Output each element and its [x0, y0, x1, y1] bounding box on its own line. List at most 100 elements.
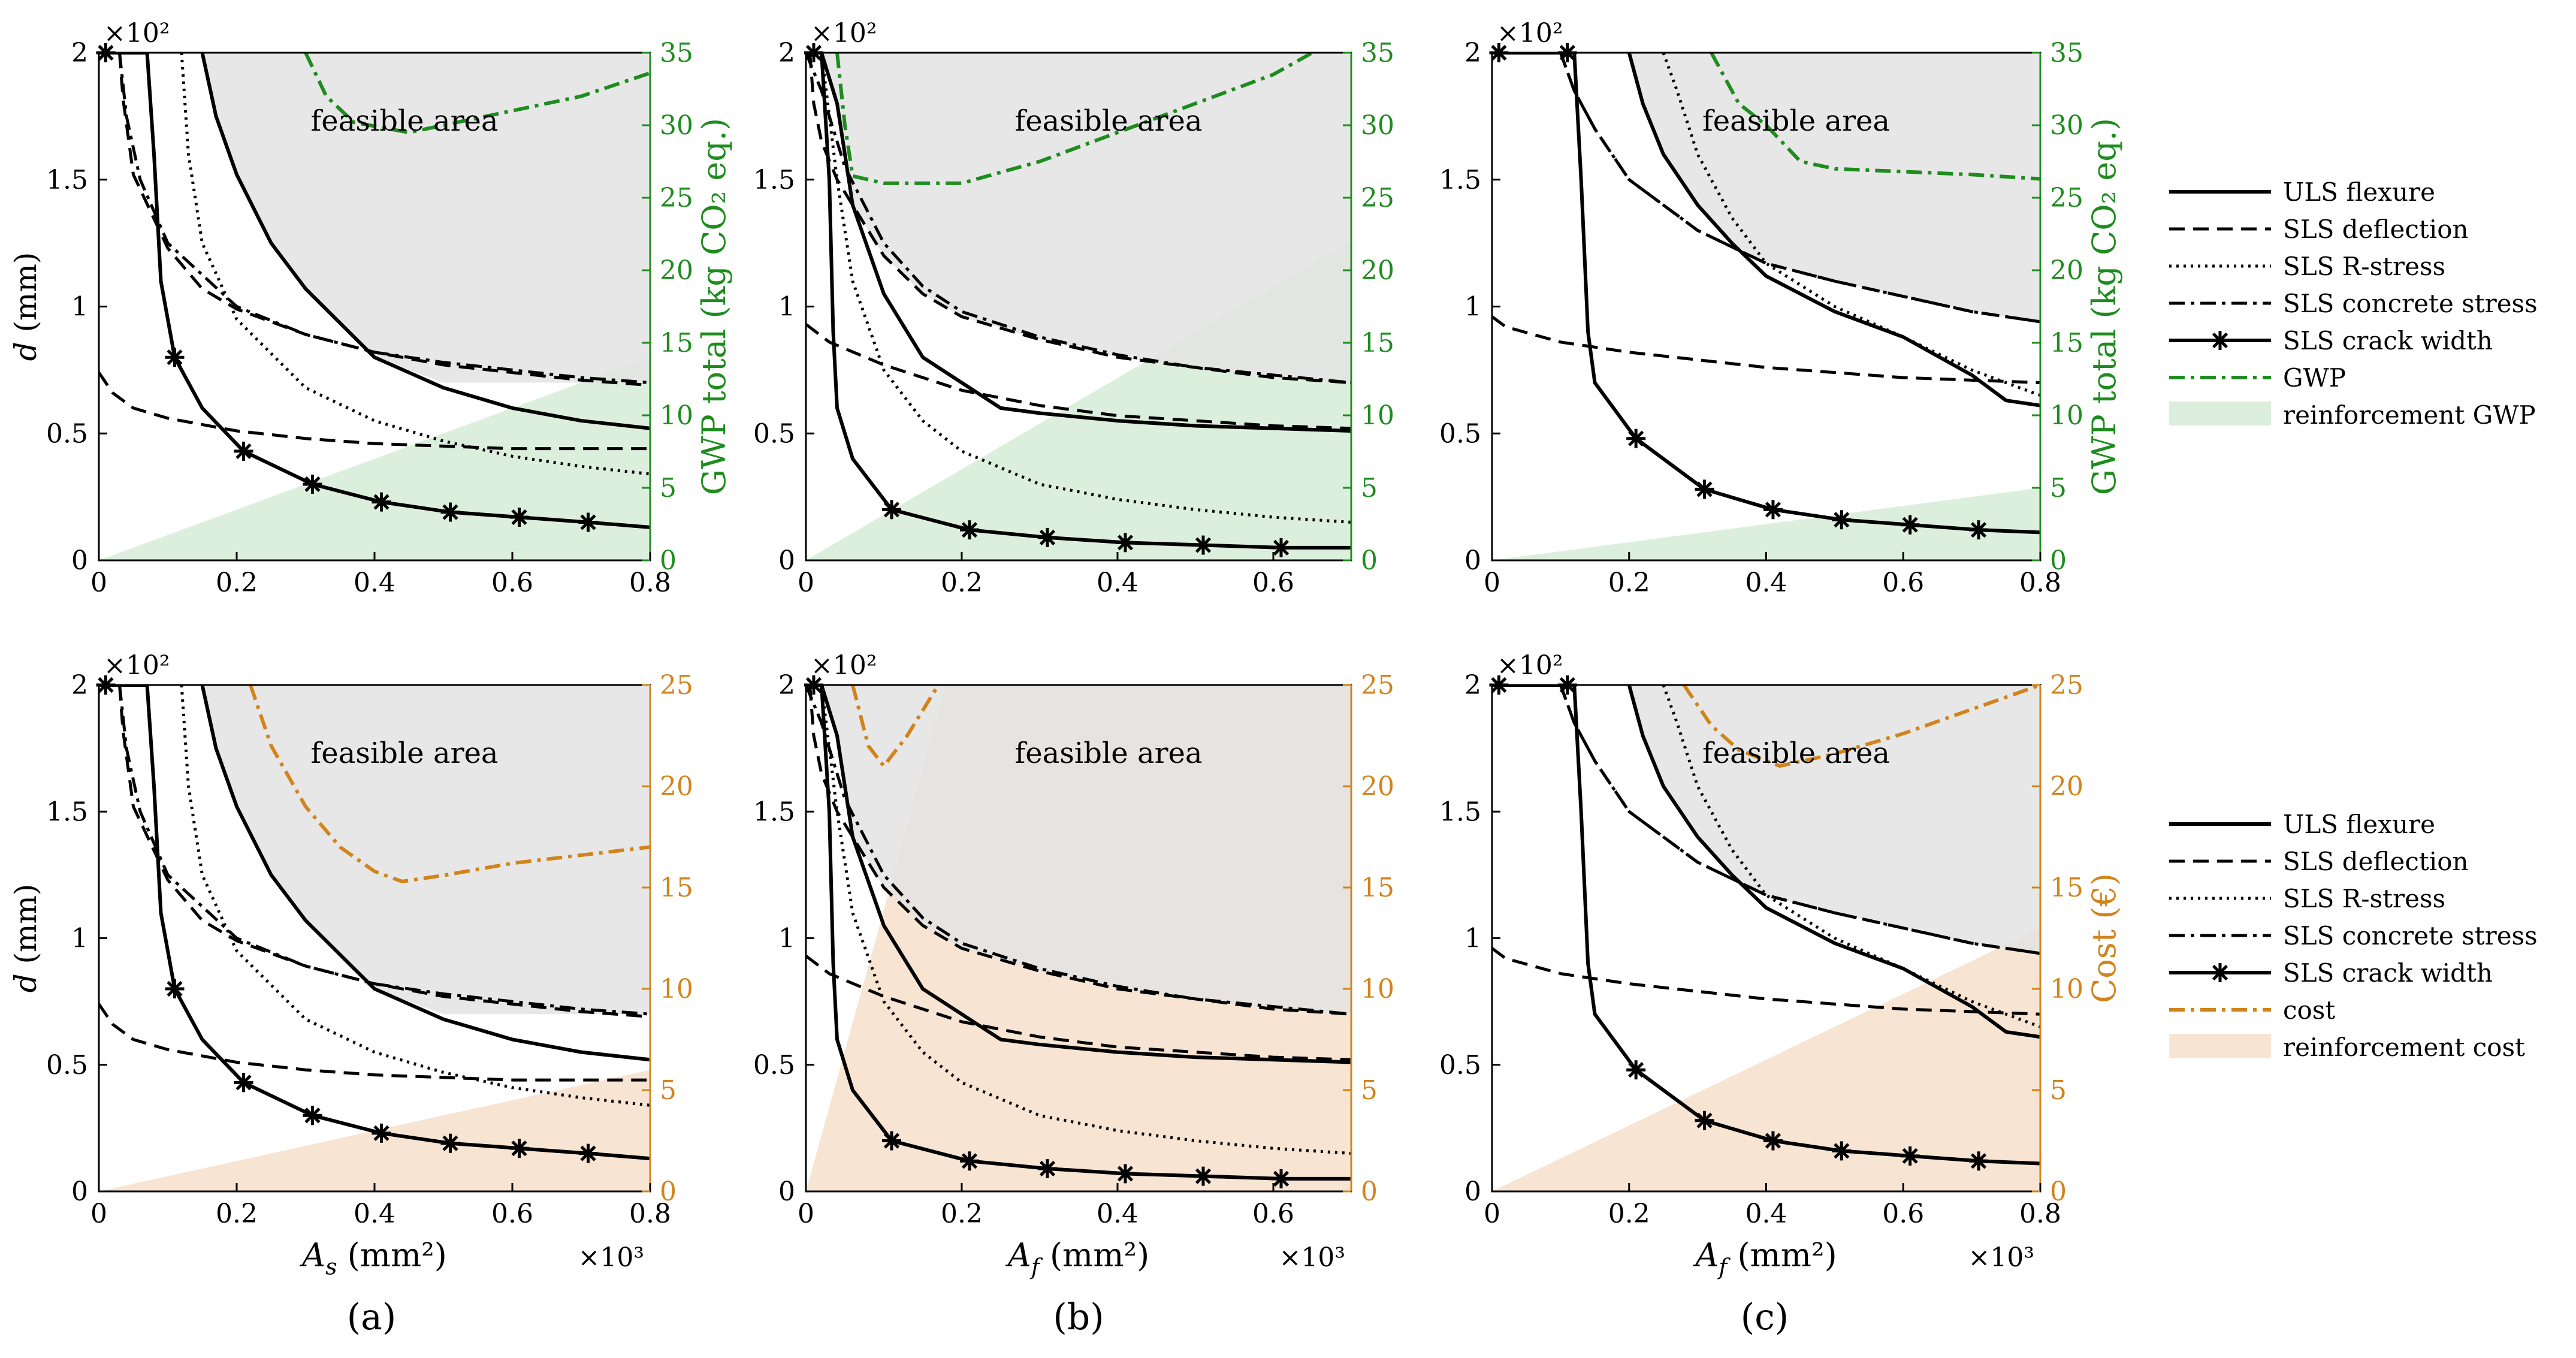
x-multiplier: ×10³: [578, 1242, 645, 1273]
crack-width-marker: [1272, 538, 1291, 557]
sls-deflection-lower-line: [99, 1003, 650, 1082]
x-multiplier: ×10³: [1279, 1242, 1346, 1273]
y-tick-label: 1.5: [753, 796, 795, 827]
x-tick-label: 0.4: [354, 1199, 395, 1229]
y-tick-label: 0: [1464, 1176, 1481, 1207]
y-tick-label: 0: [1464, 545, 1481, 576]
x-tick-label: 0.2: [1608, 1199, 1650, 1229]
feasible-area: [822, 53, 1351, 383]
sls-crack-width-line: [99, 53, 650, 529]
legend-2: ULS flexure SLS deflection SLS R-stress SLS…: [2169, 810, 2538, 1062]
crack-width-marker: [1194, 535, 1213, 555]
crack-width-marker: [578, 1143, 598, 1163]
y2-tick-label: 0: [660, 545, 677, 576]
y2-axis-label: GWP total (kg CO₂ eq.): [2085, 118, 2123, 495]
sls-r-stress-line: [820, 685, 1351, 1155]
gwp-line: [1710, 53, 2040, 181]
crack-width-marker: [440, 1133, 460, 1153]
feasible-area: [1629, 685, 2040, 953]
x-tick-label: 0.6: [1252, 1199, 1294, 1229]
y2-tick-label: 25: [660, 183, 693, 213]
y-tick-label: 1: [71, 292, 88, 322]
y-tick-label: 1: [778, 924, 795, 954]
x-tick-label: 0.8: [2019, 1199, 2061, 1229]
x-tick-label: 0.4: [1745, 568, 1787, 598]
chart-panel-2: 0 0.2 0.4 0.600.511.5205101520253035×10²fea…: [753, 18, 1394, 598]
x-tick-label: 0.6: [491, 1199, 533, 1229]
uls-flexure-line: [820, 685, 1351, 1064]
legend-label: SLS R-stress: [2283, 252, 2445, 281]
sls-deflection-lower-line: [806, 323, 1351, 430]
panel-label: (b): [1053, 1296, 1104, 1338]
plot-area: [99, 685, 650, 1191]
y-tick-label: 2: [1464, 38, 1481, 68]
y2-tick-label: 15: [660, 873, 693, 903]
legend-star-marker: [2210, 331, 2230, 350]
plot-area: [806, 685, 1351, 1191]
legend-label: ULS flexure: [2283, 810, 2435, 839]
crack-width-marker: [1038, 1158, 1057, 1178]
y2-tick-label: 35: [2050, 38, 2083, 68]
crack-width-marker: [1969, 1151, 1989, 1171]
x-tick-label: 0: [90, 1199, 107, 1229]
crack-width-marker: [1116, 533, 1135, 553]
y2-tick-label: 15: [2050, 328, 2083, 358]
legend-swatch: [2169, 1034, 2271, 1058]
x-tick-label: 0.4: [1745, 1199, 1787, 1229]
crack-width-marker: [1695, 479, 1714, 499]
crack-width-marker: [1626, 428, 1646, 448]
y-tick-label: 0.5: [753, 418, 795, 449]
legend-label: GWP: [2283, 363, 2346, 393]
crack-width-marker: [882, 500, 901, 520]
sls-deflection-lower-line: [806, 955, 1351, 1061]
x-tick-label: 0.8: [629, 1199, 671, 1229]
crack-width-marker: [372, 1123, 391, 1143]
y2-tick-label: 10: [660, 974, 693, 1004]
x-axis-label: Af (mm²): [1692, 1236, 1837, 1280]
feasible-area-label: feasible area: [310, 104, 498, 138]
legend-label: SLS crack width: [2283, 326, 2493, 355]
uls-flexure-line: [820, 53, 1351, 433]
y-multiplier: ×10²: [811, 18, 877, 49]
y-tick-label: 2: [778, 670, 795, 701]
crack-width-marker: [165, 979, 185, 998]
plot-area: [1492, 53, 2040, 560]
x-tick-label: 0.2: [941, 1199, 983, 1229]
y2-tick-label: 0: [2050, 545, 2067, 576]
y2-tick-label: 25: [1361, 183, 1394, 213]
y2-tick-label: 30: [660, 110, 693, 141]
y-multiplier: ×10²: [104, 18, 170, 49]
crack-width-marker: [1116, 1164, 1135, 1184]
cost-line: [249, 685, 650, 883]
legend-star-marker: [2210, 963, 2230, 982]
cost-line: [851, 685, 940, 768]
sls-concrete-stress-line: [1559, 685, 2040, 955]
y2-tick-label: 5: [2050, 473, 2067, 503]
crack-width-marker: [960, 520, 979, 540]
legend-1: ULS flexure SLS deflection SLS R-stress SLS…: [2169, 177, 2538, 430]
crack-width-marker: [1626, 1060, 1646, 1080]
y2-tick-label: 10: [1361, 974, 1394, 1004]
x-tick-label: 0.2: [216, 1199, 258, 1229]
crack-width-marker: [1763, 500, 1783, 520]
feasible-area: [202, 685, 650, 1015]
sls-concrete-stress-line: [118, 53, 650, 385]
gwp-line: [304, 53, 650, 135]
feasible-area: [822, 685, 1351, 1015]
y2-tick-label: 10: [660, 400, 693, 431]
sls-deflection-lower-line: [1492, 315, 2040, 385]
y-tick-label: 1: [1464, 924, 1481, 954]
sls-r-stress-line: [180, 53, 650, 476]
sls-r-stress-line: [820, 53, 1351, 524]
chart-panel-3: 0 0.2 0.4 0.6 0.800.511.5205101520253035×10²…: [1439, 18, 2123, 598]
legend-label: cost: [2283, 995, 2335, 1025]
x-tick-label: 0.4: [354, 568, 395, 598]
x-tick-label: 0.6: [491, 568, 533, 598]
x-tick-label: 0.4: [1097, 1199, 1138, 1229]
x-tick-label: 0.6: [1252, 568, 1294, 598]
y-multiplier: ×10²: [1497, 18, 1563, 49]
x-tick-label: 0.2: [216, 568, 258, 598]
reinforcement-cost-area: [1492, 928, 2040, 1191]
crack-width-marker: [1272, 1169, 1291, 1188]
y2-axis-label: GWP total (kg CO₂ eq.): [695, 118, 733, 495]
